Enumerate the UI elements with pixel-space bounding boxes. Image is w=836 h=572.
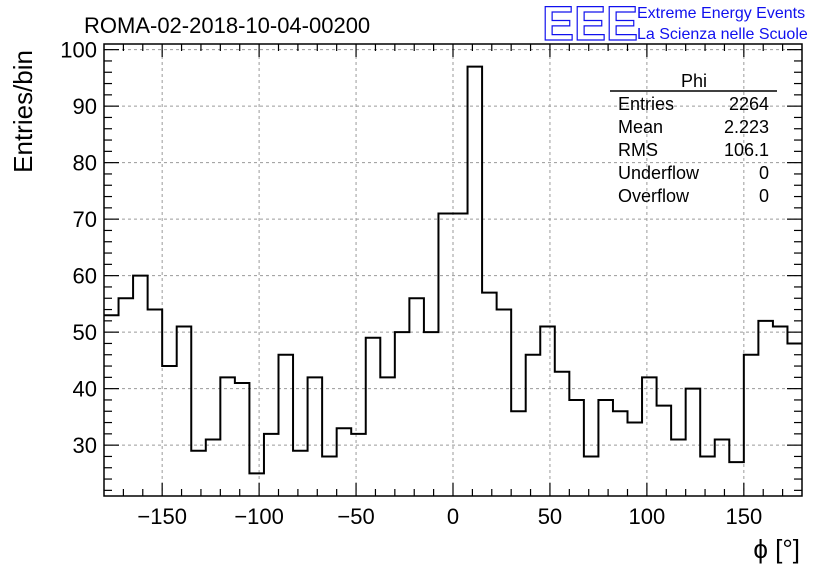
x-tick-label: −50 — [337, 504, 374, 529]
y-tick-label: 80 — [73, 151, 97, 176]
stats-label: Entries — [618, 94, 674, 114]
y-tick-label: 90 — [73, 94, 97, 119]
x-tick-label: 100 — [629, 504, 666, 529]
stats-label: Mean — [618, 117, 663, 137]
x-axis-title: ϕ [°] — [753, 534, 800, 564]
y-tick-label: 40 — [73, 377, 97, 402]
eee-logo-mark: EEE — [542, 0, 638, 51]
y-tick-labels: 30 40 50 60 70 80 90 100 — [60, 38, 97, 458]
axis-ticks — [104, 44, 802, 496]
stats-value: 0 — [759, 186, 769, 206]
stats-rows: Entries 2264 Mean 2.223 RMS 106.1 Underflow 0 Ov… — [618, 94, 769, 206]
histogram-bins — [104, 65, 802, 475]
stats-label: RMS — [618, 140, 658, 160]
x-tick-labels: −150 −100 −50 0 50 100 150 — [137, 504, 762, 529]
y-tick-label: 100 — [60, 38, 97, 63]
y-tick-label: 70 — [73, 207, 97, 232]
y-tick-label: 60 — [73, 264, 97, 289]
eee-logo: EEE Extreme Energy Events La Scienza nel… — [541, 0, 808, 52]
histogram-line — [104, 65, 802, 475]
y-axis-title: Entries/bin — [8, 50, 38, 173]
grid-lines — [104, 44, 802, 496]
stats-value: 2264 — [729, 94, 769, 114]
y-tick-label: 50 — [73, 320, 97, 345]
x-tick-label: 50 — [538, 504, 562, 529]
logo-line-1: Extreme Energy Events — [637, 5, 805, 22]
stats-label: Overflow — [618, 186, 690, 206]
stats-value: 0 — [759, 163, 769, 183]
stats-value: 106.1 — [724, 140, 769, 160]
x-tick-label: −100 — [234, 504, 284, 529]
x-tick-label: −150 — [137, 504, 187, 529]
stats-value: 2.223 — [724, 117, 769, 137]
y-tick-label: 30 — [73, 433, 97, 458]
stats-box: Phi Entries 2264 Mean 2.223 RMS 106.1 Underflo… — [610, 71, 777, 206]
logo-line-2: La Scienza nelle Scuole — [637, 26, 808, 43]
stats-title: Phi — [681, 71, 707, 91]
chart-title: ROMA-02-2018-10-04-00200 — [84, 13, 370, 38]
x-tick-label: 150 — [725, 504, 762, 529]
x-tick-label: 0 — [447, 504, 459, 529]
stats-label: Underflow — [618, 163, 700, 183]
